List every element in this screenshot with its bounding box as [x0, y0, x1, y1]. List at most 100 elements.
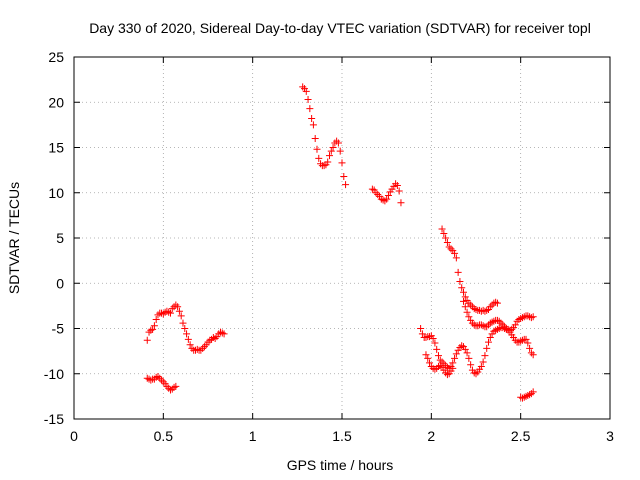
data-point: [468, 319, 476, 327]
data-point: [149, 325, 157, 333]
data-point: [518, 336, 526, 344]
data-point: [204, 338, 212, 346]
y-tick-label: 20: [48, 94, 64, 110]
y-tick-label: 5: [56, 230, 64, 246]
data-point: [158, 376, 166, 384]
data-point: [324, 158, 332, 166]
y-axis-tick-labels: -15 -10 -5 0 5 10 15 20 25: [44, 49, 64, 427]
data-point: [197, 346, 205, 354]
data-point: [440, 229, 448, 237]
x-tick-label: 1: [249, 428, 257, 444]
data-point: [447, 245, 455, 253]
data-point: [493, 325, 501, 333]
data-point: [154, 311, 162, 319]
data-point: [443, 239, 451, 247]
data-point: [522, 392, 530, 400]
data-point: [383, 195, 391, 203]
data-point: [304, 96, 312, 104]
data-point: [526, 391, 534, 399]
data-point: [458, 284, 466, 292]
data-point: [422, 334, 430, 342]
data-point: [470, 305, 478, 313]
data-point: [463, 308, 471, 316]
y-tick-label: 10: [48, 185, 64, 201]
data-point: [165, 308, 173, 316]
data-point: [163, 382, 171, 390]
data-point: [527, 314, 535, 322]
data-point: [217, 328, 225, 336]
data-point: [143, 374, 151, 382]
data-point: [165, 384, 173, 392]
data-point: [449, 364, 457, 372]
x-tick-label: 0: [70, 428, 78, 444]
data-point: [154, 372, 162, 380]
data-point: [488, 301, 496, 309]
data-point: [426, 333, 434, 341]
data-point: [470, 369, 478, 377]
data-point: [529, 313, 537, 321]
data-point: [374, 191, 382, 199]
chart-title: Day 330 of 2020, Sidereal Day-to-day VTE…: [89, 20, 591, 36]
data-point: [433, 345, 441, 353]
data-point: [309, 121, 317, 129]
data-point: [504, 326, 512, 334]
y-tick-label: -5: [52, 321, 65, 337]
data-point: [461, 303, 469, 311]
data-point: [188, 344, 196, 352]
data-point: [393, 182, 401, 190]
data-point: [397, 199, 405, 207]
data-point: [456, 277, 464, 285]
data-point: [417, 325, 425, 332]
data-point: [172, 382, 180, 390]
data-point: [433, 364, 441, 372]
data-point: [515, 338, 523, 346]
data-point: [493, 316, 501, 324]
data-point: [438, 225, 446, 233]
data-point: [493, 299, 501, 307]
data-point: [163, 307, 171, 315]
y-tick-label: -15: [44, 411, 64, 427]
data-point: [431, 339, 439, 347]
x-tick-label: 2.5: [511, 428, 531, 444]
data-point: [490, 327, 498, 335]
data-point: [379, 196, 387, 204]
data-point: [515, 315, 523, 323]
data-point: [524, 312, 532, 320]
data-point: [463, 349, 471, 357]
data-point: [329, 144, 337, 151]
data-point: [502, 325, 510, 333]
data-point: [181, 325, 189, 332]
data-point: [501, 325, 509, 332]
data-point: [150, 322, 158, 330]
grid-lines: [74, 57, 610, 419]
data-point: [486, 303, 494, 311]
data-point: [209, 334, 217, 342]
data-point: [465, 354, 473, 362]
data-point: [442, 234, 450, 242]
data-point: [166, 309, 174, 317]
data-point: [166, 386, 174, 394]
data-point: [184, 335, 192, 343]
data-point: [193, 345, 201, 353]
data-point: [208, 335, 216, 343]
data-point: [145, 328, 153, 336]
data-point: [517, 315, 525, 323]
data-point: [440, 360, 448, 368]
data-point: [418, 330, 426, 338]
data-point: [143, 336, 151, 344]
data-point: [524, 391, 532, 399]
data-point: [483, 306, 491, 314]
data-point: [445, 243, 453, 251]
data-point: [168, 305, 176, 313]
data-point: [158, 309, 166, 317]
data-points: [143, 83, 537, 402]
data-point: [156, 374, 164, 382]
data-point: [467, 301, 475, 309]
data-point: [459, 288, 467, 296]
data-point: [179, 319, 187, 327]
data-point: [317, 160, 325, 168]
data-point: [517, 337, 525, 345]
data-point: [372, 189, 380, 197]
data-point: [477, 363, 485, 371]
data-point: [302, 87, 310, 95]
